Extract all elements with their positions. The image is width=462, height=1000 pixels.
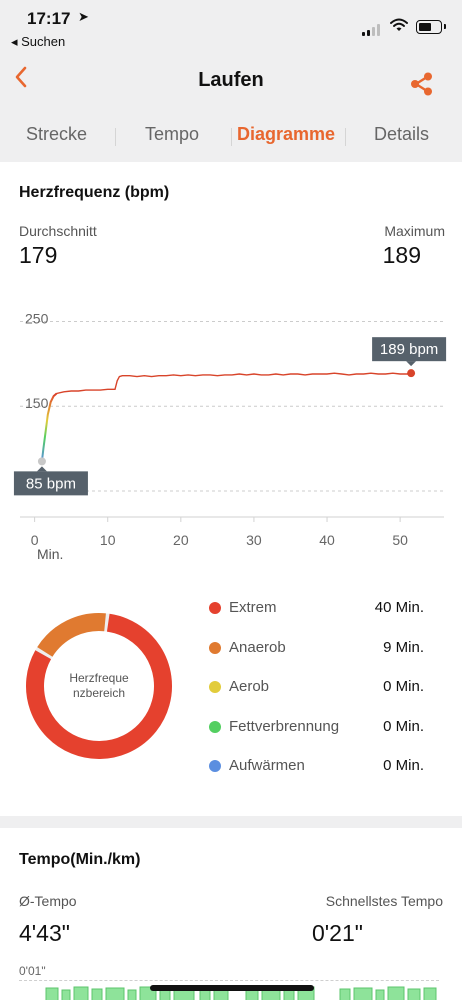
zone-legend-item: Anaerob 9 Min. [208, 638, 430, 658]
zone-color-dot [209, 760, 221, 772]
tempo-axis-top-label: 0'01" [19, 964, 46, 978]
donut-center-label: nzbereich [73, 686, 125, 700]
maximum-value: 189 [382, 242, 421, 268]
tab-separator [231, 128, 232, 146]
page-title: Laufen [198, 69, 264, 91]
zone-color-dot [209, 602, 221, 614]
fastest-tempo-value: 0'21" [312, 920, 363, 946]
donut-slice-extrem [26, 613, 172, 759]
tempo-card: Tempo(Min./km) Ø-Tempo 4'43" Schnellstes… [0, 828, 462, 1000]
tab-strecke[interactable]: Strecke [26, 124, 88, 144]
tempo-gridline [19, 980, 439, 981]
zone-legend-item: Aerob 0 Min. [208, 677, 430, 697]
share-icon[interactable] [408, 70, 436, 98]
heart-rate-title: Herzfrequenz (bpm) [19, 184, 170, 201]
fastest-tempo-label: Schnellstes Tempo [325, 893, 443, 909]
zone-label: Anaerob [229, 638, 286, 656]
x-tick-label: 50 [392, 532, 408, 548]
heart-rate-card: Herzfrequenz (bpm) Durchschnitt 179 Maxi… [0, 162, 462, 816]
annotation-pointer [406, 361, 417, 367]
zone-color-dot [209, 720, 221, 733]
donut-slice-anaerob [37, 613, 106, 658]
annotation-label: 189 bpm [380, 341, 438, 358]
back-to-app-link[interactable]: ◂ Suchen [11, 34, 66, 49]
zone-legend-item: Extrem 40 Min. [208, 598, 430, 618]
heart-rate-line-ramp [40, 392, 58, 462]
annotation-box [13, 471, 88, 496]
x-tick-label: 10 [100, 532, 116, 548]
average-value: 179 [19, 242, 58, 268]
average-label: Durchschnitt [19, 223, 97, 239]
annotation-box [372, 337, 447, 362]
zone-duration: 40 Min. [374, 599, 424, 616]
annotation-pointer [36, 466, 47, 472]
annotation-label: 85 bpm [26, 475, 76, 492]
y-tick-label: 250 [25, 310, 49, 326]
y-tick-label: 150 [25, 395, 49, 411]
tab-diagramme[interactable]: Diagramme [237, 124, 336, 144]
donut-center-label: Herzfreque [69, 671, 129, 685]
wifi-icon [390, 18, 408, 31]
battery-icon [416, 20, 446, 34]
zone-label: Aerob [229, 678, 270, 695]
zone-duration: 0 Min. [383, 757, 424, 774]
home-indicator [150, 985, 314, 991]
zone-legend-item: Fettverbrennung 0 Min. [208, 717, 430, 737]
location-arrow-icon: ➤ [78, 9, 89, 24]
tab-separator [345, 128, 346, 146]
chevron-left-icon[interactable] [10, 62, 34, 92]
x-tick-label: 20 [173, 532, 189, 548]
zone-duration: 0 Min. [383, 717, 424, 735]
tab-separator [115, 128, 116, 146]
avg-tempo-label: Ø-Tempo [19, 893, 77, 909]
zone-color-dot [209, 681, 221, 693]
zone-duration: 9 Min. [383, 638, 424, 656]
tab-details[interactable]: Details [374, 124, 430, 144]
zone-label: Aufwärmen [229, 757, 305, 774]
zone-legend-item: Aufwärmen 0 Min. [208, 756, 430, 776]
x-tick-label: 0 [31, 532, 39, 548]
status-time: 17:17 [27, 9, 71, 28]
x-tick-label: 30 [246, 532, 262, 548]
heart-rate-line [53, 372, 412, 397]
zone-label: Fettverbrennung [229, 717, 340, 735]
zone-color-dot [209, 641, 221, 654]
cellular-signal-icon [362, 24, 380, 36]
annotation-point [407, 369, 416, 378]
tab-bar: Strecke Tempo Diagramme Details [0, 116, 462, 154]
maximum-label: Maximum [384, 223, 445, 239]
annotation-point [37, 457, 46, 466]
zone-label: Extrem [229, 599, 277, 616]
zone-duration: 0 Min. [383, 678, 424, 695]
x-tick-label: 40 [319, 532, 335, 548]
tab-tempo[interactable]: Tempo [145, 124, 200, 144]
avg-tempo-value: 4'43" [19, 920, 70, 946]
tempo-title: Tempo(Min./km) [19, 851, 141, 868]
x-axis-unit: Min. [37, 546, 64, 562]
